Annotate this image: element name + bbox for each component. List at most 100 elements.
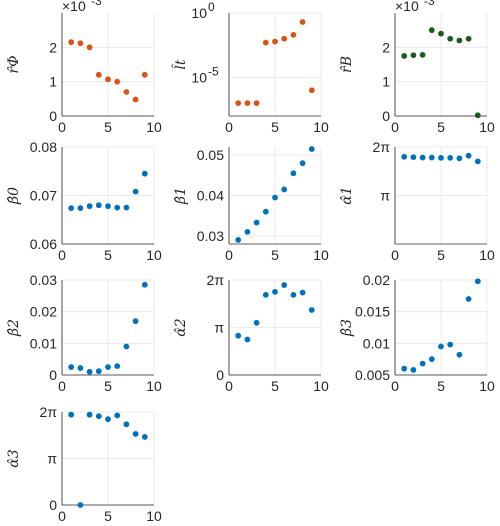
x-tick-label: 5 <box>104 378 112 394</box>
x-tick-label: 10 <box>146 508 162 524</box>
data-point <box>410 367 417 373</box>
data-point <box>235 332 242 339</box>
y-tick-label: 0 <box>49 367 57 383</box>
subplot-5: 0 5 10 0.03 0.04 0.05 β̂1 <box>173 146 329 263</box>
data-point <box>253 319 260 326</box>
data-point <box>68 364 75 370</box>
x-tick-label: 0 <box>391 119 399 135</box>
data-point <box>308 87 315 94</box>
data-point <box>419 51 426 58</box>
subplot-7: 0 5 10 0 0.01 0.02 0.03 β̂2 <box>6 272 162 394</box>
y-tick-label: 0.02 <box>363 272 390 288</box>
data-point <box>95 202 102 209</box>
y-tick-label: 10 <box>191 5 207 21</box>
data-point <box>262 39 269 46</box>
data-point <box>86 411 93 418</box>
data-point <box>438 30 444 37</box>
y-tick-label: 0.03 <box>197 228 224 244</box>
y-axis-label: β̂3 <box>339 319 355 337</box>
y-tick-label: 0.01 <box>30 335 57 351</box>
data-point <box>428 154 435 161</box>
data-point <box>465 35 472 42</box>
y-tick-label: 2 <box>382 39 390 55</box>
data-point <box>465 296 472 302</box>
x-tick-label: 0 <box>391 247 399 263</box>
y-tick-exponent: 0 <box>208 0 215 14</box>
y-tick-label: 0.02 <box>30 304 57 320</box>
data-point <box>105 76 111 83</box>
y-axis-label: β̂0 <box>6 187 22 205</box>
subplot-3: 0 5 10 0 1 2 ×10 -3 r̂B <box>339 0 495 135</box>
y-tick-label: 0 <box>382 108 390 124</box>
x-tick-label: 10 <box>479 247 495 263</box>
x-tick-label: 5 <box>104 508 112 524</box>
data-point <box>253 219 260 226</box>
y-axis-label: β̂1 <box>173 187 189 205</box>
y-tick-label: 2π <box>40 404 58 420</box>
x-tick-label: 5 <box>104 119 112 135</box>
x-tick-label: 0 <box>58 247 66 263</box>
data-point <box>105 203 111 210</box>
data-point <box>132 318 139 325</box>
y-tick-label: 0.03 <box>30 272 57 288</box>
data-point <box>290 291 297 298</box>
data-point <box>68 411 75 418</box>
y-tick-label: 1 <box>382 74 390 90</box>
x-tick-label: 5 <box>271 247 279 263</box>
data-point <box>244 336 251 343</box>
data-point <box>141 281 148 288</box>
data-point <box>290 31 297 38</box>
data-point <box>299 289 306 296</box>
data-point <box>272 194 278 201</box>
data-point <box>401 365 408 372</box>
data-point <box>447 35 454 42</box>
data-point <box>299 160 306 167</box>
y-axis-label: α̂2 <box>173 318 189 336</box>
subplot-4: 0 5 10 0.06 0.07 0.08 β̂0 <box>6 139 162 263</box>
data-point <box>281 35 288 42</box>
data-point <box>105 364 111 370</box>
y-tick-label: 2π <box>373 139 391 155</box>
y-tick-label: 10 <box>191 69 207 85</box>
y-tick-label: 2π <box>207 272 225 288</box>
data-point <box>428 356 435 363</box>
y-axis-label: r̂Φ <box>6 55 22 73</box>
data-point <box>447 341 454 348</box>
y-tick-label: π <box>47 451 57 467</box>
x-tick-label: 10 <box>146 378 162 394</box>
data-point <box>474 158 481 165</box>
x-tick-label: 10 <box>479 378 495 394</box>
data-point <box>86 368 93 375</box>
data-point <box>123 204 130 211</box>
y-tick-label: 0 <box>216 367 224 383</box>
data-point <box>456 37 463 44</box>
y-axis-label: β̂2 <box>6 319 22 337</box>
y-tick-label: π <box>380 188 390 204</box>
data-point <box>123 89 130 95</box>
data-point <box>401 53 408 59</box>
data-point <box>272 288 278 295</box>
y-tick-label: 0.015 <box>355 304 390 320</box>
data-point <box>114 78 121 85</box>
data-point <box>95 71 102 78</box>
data-point <box>235 237 242 243</box>
y-tick-exponent: -5 <box>208 64 219 78</box>
data-point <box>410 154 417 161</box>
y-axis-label: α̂3 <box>6 449 22 467</box>
x-tick-label: 0 <box>225 119 233 135</box>
x-tick-label: 10 <box>479 119 495 135</box>
y-tick-label: 0.04 <box>197 188 224 204</box>
data-point <box>419 154 426 161</box>
data-point <box>299 19 306 25</box>
data-point <box>123 343 130 350</box>
axis-exponent-power: -3 <box>91 0 102 8</box>
data-point <box>419 360 426 367</box>
x-tick-label: 0 <box>58 119 66 135</box>
data-point <box>281 186 288 193</box>
y-axis-label: α̂1 <box>339 186 355 204</box>
data-point <box>132 96 139 103</box>
subplot-1: 0 5 10 0 1 2 ×10 -3 r̂Φ <box>6 0 162 135</box>
data-point <box>68 205 75 212</box>
data-point <box>141 71 148 78</box>
data-point <box>272 38 278 45</box>
